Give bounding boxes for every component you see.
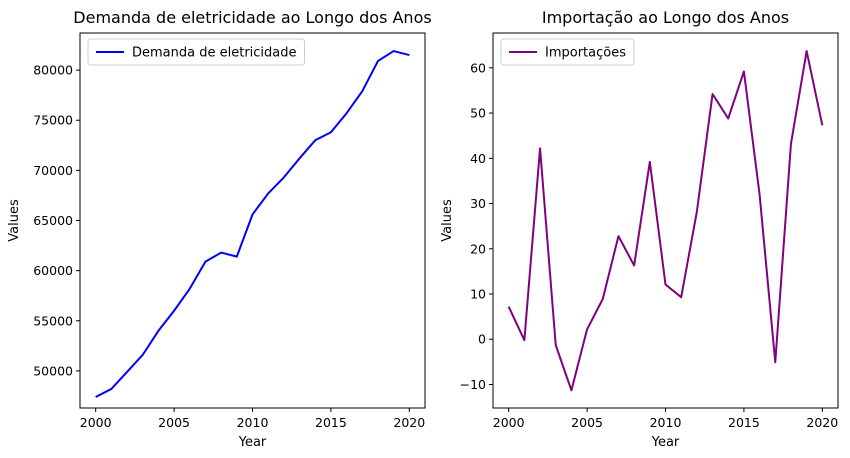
legend-label: Importações: [545, 46, 626, 61]
x-tick-label: 2015: [315, 415, 347, 430]
y-tick-label: 20: [470, 241, 486, 256]
series-line: [507, 50, 824, 392]
y-tick-label: 60: [470, 60, 486, 75]
y-tick-label: 30: [470, 196, 486, 211]
x-tick-label: 2005: [571, 415, 603, 430]
y-tick-label: 10: [470, 287, 486, 302]
x-tick-label: 2010: [237, 415, 269, 430]
x-tick-label: 2000: [80, 415, 112, 430]
y-tick-label: 80000: [33, 63, 73, 78]
x-tick-label: 2005: [158, 415, 190, 430]
y-tick-label: −10: [460, 377, 486, 392]
y-axis-label: Values: [440, 199, 455, 242]
x-tick-label: 2000: [493, 415, 525, 430]
legend: Importações: [500, 38, 635, 66]
axis-ticks: 2000 2005 2010 2015 2020 50000 55000 60000 65000…: [33, 63, 425, 430]
x-tick-label: 2020: [393, 415, 425, 430]
series-line: [95, 50, 410, 398]
y-tick-label: 55000: [33, 313, 73, 328]
legend-box: [87, 38, 305, 66]
y-tick-label: 60000: [33, 263, 73, 278]
chart-title: Demanda de eletricidade ao Longo dos Ano…: [73, 8, 431, 27]
plot-area-frame: [79, 32, 426, 409]
y-tick-label: 70000: [33, 163, 73, 178]
legend-box: [500, 38, 635, 66]
series-lines: [95, 50, 410, 398]
x-tick-label: 2010: [650, 415, 682, 430]
y-tick-label: 65000: [33, 213, 73, 228]
plot-area-frame: [492, 32, 839, 409]
x-tick-label: 2015: [728, 415, 760, 430]
x-axis-label: Year: [238, 435, 267, 450]
legend: Demanda de eletricidade: [87, 38, 305, 66]
y-axis-label: Values: [7, 199, 22, 242]
axis-ticks: 2000 2005 2010 2015 2020 −10 0 10 20 30 40 50 60: [460, 60, 839, 430]
legend-label: Demanda de eletricidade: [132, 46, 297, 61]
electricity-demand-chart: Demanda de eletricidade ao Longo dos Ano…: [7, 8, 432, 450]
x-axis-label: Year: [651, 435, 680, 450]
y-tick-label: 40: [470, 151, 486, 166]
chart-title: Importação ao Longo dos Anos: [542, 8, 789, 27]
y-tick-label: 50: [470, 106, 486, 121]
y-tick-label: 75000: [33, 113, 73, 128]
x-tick-label: 2020: [806, 415, 838, 430]
y-tick-label: 0: [478, 332, 486, 347]
y-tick-label: 50000: [33, 363, 73, 378]
imports-chart: Importação ao Longo dos Anos Year Values…: [440, 8, 839, 450]
series-lines: [507, 50, 824, 392]
